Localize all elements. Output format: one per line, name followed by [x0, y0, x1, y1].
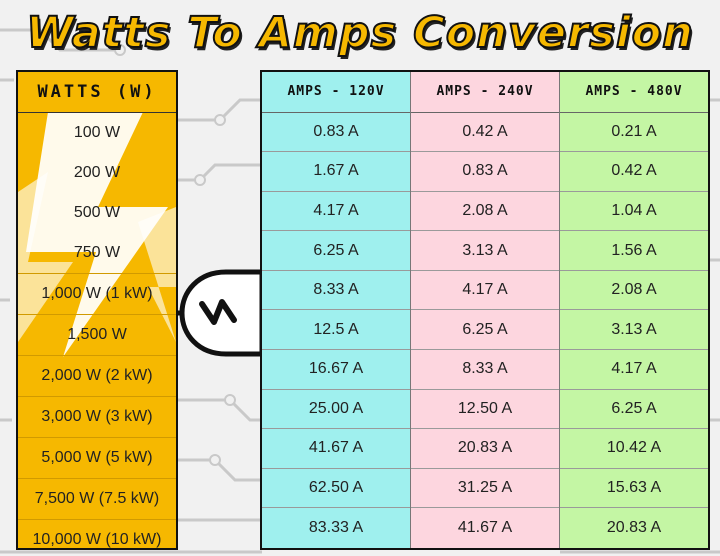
amps-240-cell: 4.17 A	[411, 271, 559, 311]
amps-480-header: AMPS - 480V	[560, 72, 708, 113]
amps-480-cell: 2.08 A	[560, 271, 708, 311]
watts-cell: 7,500 W (7.5 kW)	[18, 478, 176, 519]
amps-120-cell: 12.5 A	[262, 310, 410, 351]
amps-120-cell: 16.67 A	[262, 350, 410, 390]
watts-cell: 200 W	[73, 164, 121, 181]
watts-cell: 2,000 W (2 kW)	[18, 355, 176, 396]
amps-240-cell: 31.25 A	[411, 469, 559, 509]
amps-120-cell: 8.33 A	[262, 271, 410, 311]
amps-480-cell: 1.04 A	[560, 192, 708, 232]
amps-120-cell: 6.25 A	[262, 231, 410, 271]
watts-cell: 1,500 W	[18, 314, 176, 355]
amps-240-cell: 6.25 A	[411, 310, 559, 351]
page-title: Watts To Amps Conversion Chart	[25, 7, 694, 121]
amps-120-cell: 62.50 A	[262, 469, 410, 509]
watts-header: WATTS (W)	[18, 72, 176, 113]
amps-table: AMPS - 120V 0.83 A 1.67 A 4.17 A 6.25 A 8.33…	[260, 70, 710, 550]
amps-120-cell: 4.17 A	[262, 192, 410, 232]
amps-480-cell: 0.21 A	[560, 113, 708, 153]
amps-120-cell: 1.67 A	[262, 152, 410, 192]
watts-cell: 100 W	[73, 124, 121, 141]
amps-240-cell: 3.13 A	[411, 231, 559, 271]
amps-480-cell: 0.42 A	[560, 152, 708, 192]
watts-column: WATTS (W) 100 W 200 W 500 W 750 W 1,000 W (1…	[16, 70, 178, 550]
amps-240-cell: 12.50 A	[411, 390, 559, 430]
amps-480-cell: 1.56 A	[560, 231, 708, 271]
amps-240-column: AMPS - 240V 0.42 A 0.83 A 2.08 A 3.13 A 4.17…	[410, 72, 559, 548]
amps-120-column: AMPS - 120V 0.83 A 1.67 A 4.17 A 6.25 A 8.33…	[262, 72, 410, 548]
amps-120-header: AMPS - 120V	[262, 72, 410, 113]
amps-240-cell: 41.67 A	[457, 519, 513, 537]
amps-240-cell: 8.33 A	[411, 350, 559, 390]
amps-480-cell: 3.13 A	[560, 310, 708, 351]
amps-120-cell: 0.83 A	[262, 113, 410, 153]
watts-cell: 500 W	[73, 204, 121, 221]
amps-480-cell: 15.63 A	[560, 469, 708, 509]
amps-480-column: AMPS - 480V 0.21 A 0.42 A 1.04 A 1.56 A 2.08…	[559, 72, 708, 548]
amps-480-cell: 4.17 A	[560, 350, 708, 390]
watts-cell: 1,000 W (1 kW)	[18, 273, 176, 314]
lightning-bolt-icon	[18, 112, 176, 357]
amps-120-cell: 25.00 A	[262, 390, 410, 430]
amps-480-cell: 10.42 A	[560, 429, 708, 469]
watts-cell: 750 W	[73, 244, 121, 261]
amps-240-header: AMPS - 240V	[411, 72, 559, 113]
watts-cell: 10,000 W (10 kW)	[18, 519, 176, 548]
amps-240-cell: 2.08 A	[411, 192, 559, 232]
amps-120-cell: 83.33 A	[308, 519, 364, 537]
amps-240-cell: 20.83 A	[411, 429, 559, 469]
amps-240-cell: 0.42 A	[411, 113, 559, 153]
amps-480-cell: 6.25 A	[560, 390, 708, 430]
amps-240-cell: 0.83 A	[411, 152, 559, 192]
amps-120-cell: 41.67 A	[262, 429, 410, 469]
watts-cell: 3,000 W (3 kW)	[18, 396, 176, 437]
amps-480-cell: 20.83 A	[606, 519, 662, 537]
plug-icon	[178, 269, 264, 357]
watts-cell: 5,000 W (5 kW)	[18, 437, 176, 478]
